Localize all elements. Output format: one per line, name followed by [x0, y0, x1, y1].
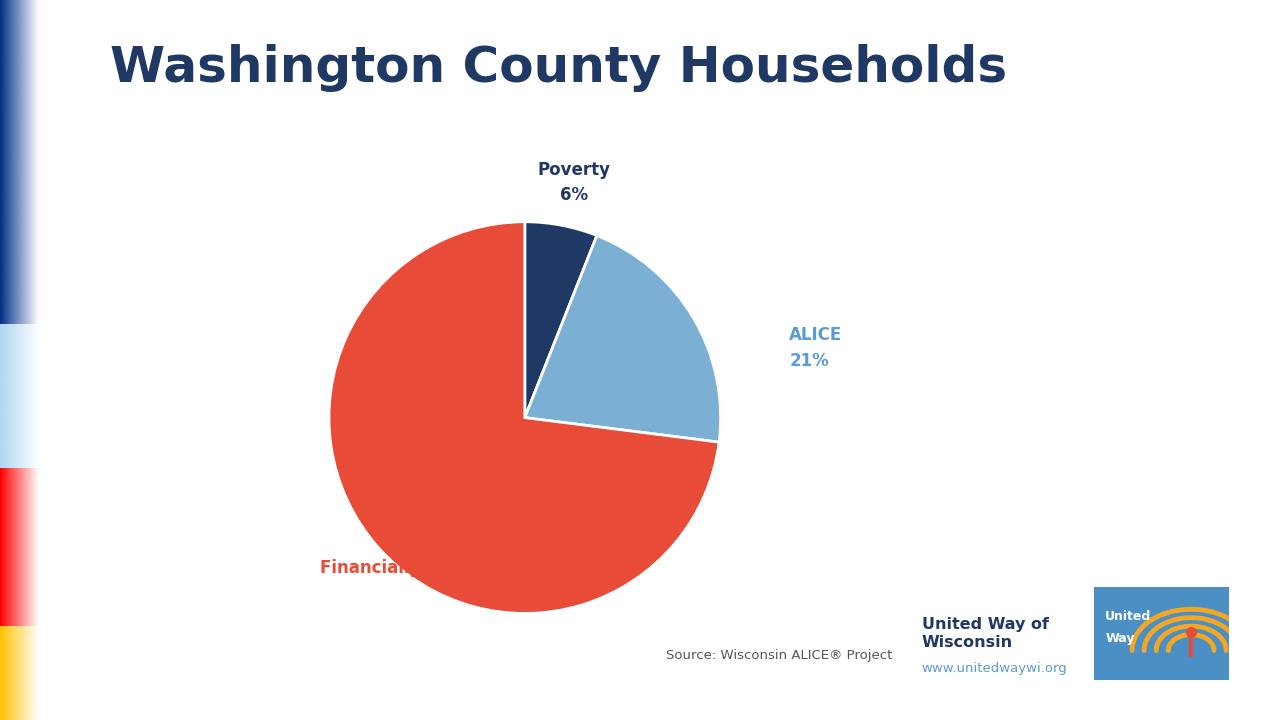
Text: United: United: [1105, 611, 1152, 624]
Text: Source: Wisconsin ALICE® Project: Source: Wisconsin ALICE® Project: [666, 649, 892, 662]
Text: 6%: 6%: [559, 186, 588, 204]
Wedge shape: [329, 222, 719, 613]
Wedge shape: [525, 235, 721, 442]
Text: Poverty: Poverty: [538, 161, 611, 179]
Text: Way: Way: [1105, 631, 1134, 645]
Text: 21%: 21%: [790, 352, 829, 370]
Text: ALICE: ALICE: [790, 326, 842, 344]
Text: Financially Stable: Financially Stable: [320, 559, 486, 577]
Text: www.unitedwaywi.org: www.unitedwaywi.org: [922, 662, 1068, 675]
Text: United Way of
Wisconsin: United Way of Wisconsin: [922, 617, 1048, 650]
Text: 73%: 73%: [384, 533, 424, 551]
Wedge shape: [525, 222, 596, 418]
Text: Washington County Households: Washington County Households: [110, 44, 1007, 91]
